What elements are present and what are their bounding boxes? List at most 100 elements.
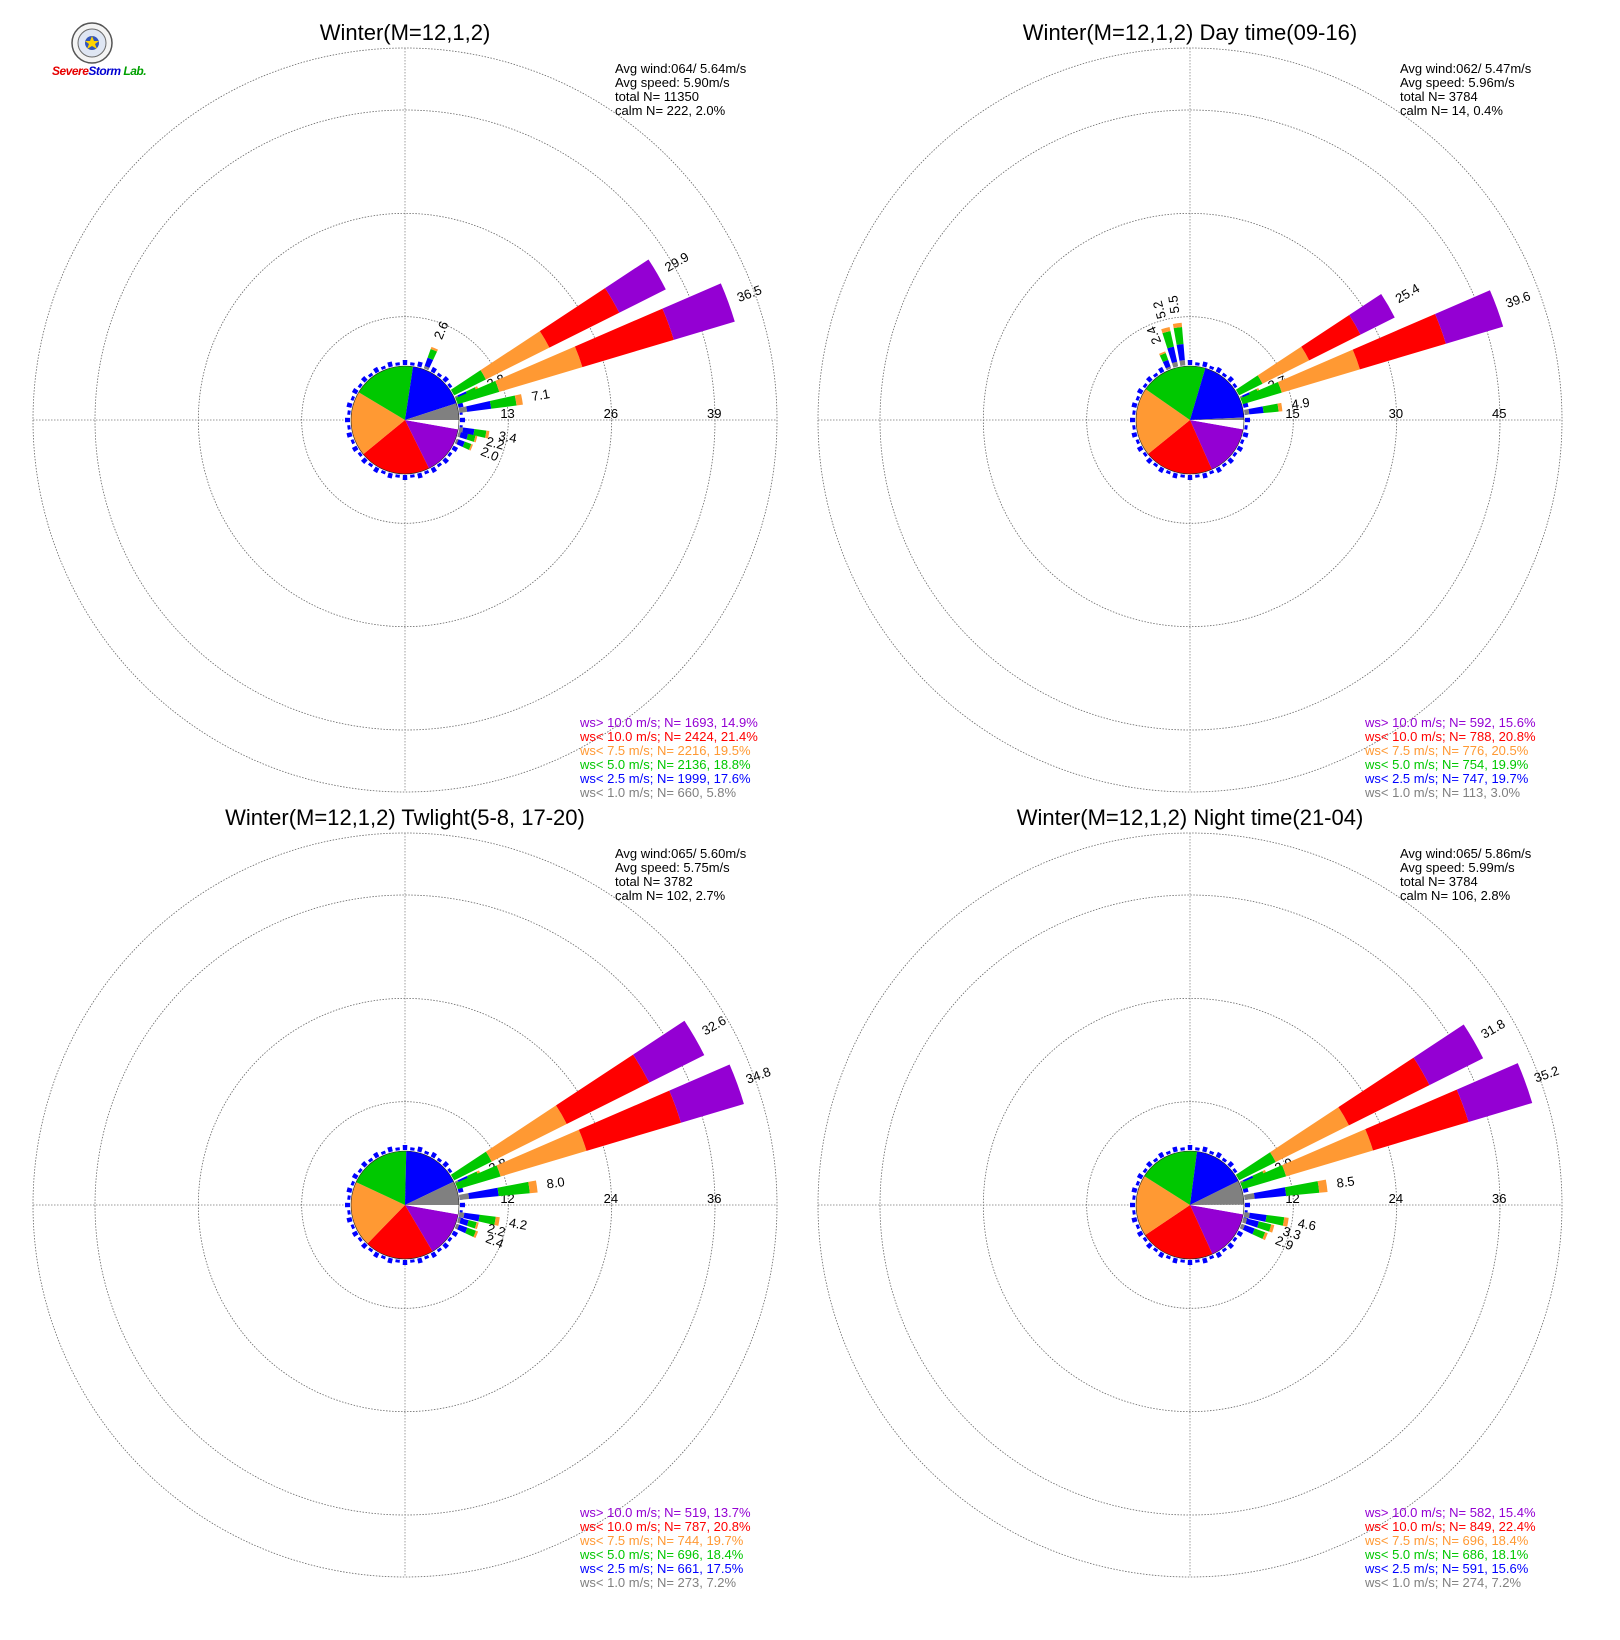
legend-entry: ws< 5.0 m/s; N= 754, 19.9%	[1364, 757, 1529, 772]
direction-bar-segment	[1301, 315, 1361, 361]
direction-bar-segment	[1338, 1057, 1430, 1126]
direction-bar-segment	[454, 1223, 460, 1230]
legend-entry: ws< 1.0 m/s; N= 274, 7.2%	[1364, 1575, 1522, 1590]
minor-direction-bar	[459, 1202, 465, 1208]
direction-bar-segment	[1435, 290, 1504, 344]
direction-bar-segment	[456, 439, 465, 447]
minor-direction-bar	[402, 360, 408, 366]
minor-direction-bar	[346, 1217, 353, 1223]
minor-direction-bar	[1165, 469, 1171, 475]
direction-bar-segment	[1172, 322, 1183, 329]
direction-bar-segment	[1239, 1223, 1245, 1230]
minor-direction-bar	[1232, 1167, 1238, 1174]
minor-direction-bar	[1130, 1202, 1136, 1208]
radial-tick-label: 45	[1492, 406, 1506, 421]
minor-direction-bar	[436, 462, 443, 468]
stats-line: Avg wind:065/ 5.60m/s	[615, 846, 747, 861]
bar-total-label: 2.4	[1143, 324, 1164, 346]
minor-direction-bar	[436, 1157, 443, 1163]
bar-total-label: 5.5	[1165, 295, 1182, 315]
radial-tick-label: 39	[707, 406, 721, 421]
minor-direction-bar	[1165, 1150, 1171, 1156]
direction-bar-segment	[1159, 353, 1169, 363]
minor-direction-bar	[1209, 469, 1215, 475]
speed-class-pie-slice	[1190, 420, 1244, 470]
minor-direction-bar	[402, 474, 408, 481]
minor-direction-bar	[373, 1251, 380, 1259]
pie-outline	[350, 365, 460, 475]
minor-direction-bar	[430, 366, 437, 374]
minor-direction-bar	[424, 469, 430, 475]
minor-direction-bar	[1232, 1236, 1238, 1243]
stats-line: total N= 11350	[615, 89, 699, 104]
stats-line: Avg wind:064/ 5.64m/s	[615, 61, 747, 76]
minor-direction-bar	[417, 472, 423, 479]
direction-bar-segment	[1277, 349, 1360, 393]
minor-direction-bar	[360, 457, 368, 465]
direction-bar-segment	[1167, 346, 1178, 363]
direction-bar-segment	[1171, 361, 1179, 368]
minor-direction-bar	[345, 1202, 351, 1208]
bar-total-label: 5.2	[1150, 299, 1169, 320]
bar-total-label: 36.5	[735, 282, 764, 305]
minor-direction-bar	[1202, 1257, 1208, 1264]
minor-direction-bar	[380, 469, 386, 475]
minor-direction-bar	[430, 1251, 437, 1259]
minor-direction-bar	[1136, 445, 1144, 452]
minor-direction-bar	[357, 382, 363, 389]
minor-direction-bar	[430, 1151, 437, 1159]
minor-direction-bar	[1242, 432, 1249, 438]
direction-bar-segment	[1244, 409, 1250, 415]
direction-bar-segment	[1240, 381, 1282, 405]
legend-entry: ws< 2.5 m/s; N= 1999, 17.6%	[579, 771, 751, 786]
minor-direction-bar	[380, 1150, 386, 1156]
direction-bar-segment	[466, 1220, 477, 1229]
speed-class-pie-slice	[1190, 1151, 1239, 1205]
minor-direction-bar	[410, 474, 415, 478]
direction-bar-segment	[466, 433, 476, 442]
minor-direction-bar	[410, 1259, 415, 1263]
minor-direction-bar	[1195, 362, 1200, 366]
bar-total-label: 32.6	[699, 1013, 728, 1039]
direction-bar-segment	[1456, 1063, 1533, 1122]
stats-line: total N= 3784	[1400, 89, 1478, 104]
minor-direction-bar	[1135, 1180, 1141, 1186]
direction-bar-segment	[1253, 1187, 1287, 1199]
minor-direction-bar	[1172, 472, 1178, 479]
minor-direction-bar	[347, 1210, 351, 1215]
minor-direction-bar	[1209, 365, 1215, 371]
minor-direction-bar	[1132, 1210, 1136, 1215]
direction-bar-segment	[450, 370, 486, 396]
minor-direction-bar	[1132, 410, 1136, 415]
direction-bar-segment	[1235, 375, 1263, 396]
speed-class-pie-slice	[1145, 1205, 1213, 1259]
minor-direction-bar	[1195, 474, 1200, 478]
direction-bar-segment	[457, 1224, 468, 1234]
direction-bar-segment	[1277, 402, 1283, 412]
minor-direction-bar	[380, 1254, 386, 1260]
minor-direction-bar	[1209, 1254, 1215, 1260]
minor-direction-bar	[1136, 1230, 1144, 1237]
direction-bar-segment	[458, 1212, 465, 1219]
legend-entry: ws< 5.0 m/s; N= 2136, 18.8%	[579, 757, 751, 772]
direction-bar-segment	[1162, 359, 1171, 369]
direction-bar-segment	[1165, 366, 1172, 371]
legend-entry: ws< 1.0 m/s; N= 113, 3.0%	[1364, 785, 1521, 800]
minor-direction-bar	[1135, 1224, 1141, 1230]
speed-class-pie-slice	[1148, 420, 1212, 475]
radial-tick-label: 36	[707, 1191, 721, 1206]
minor-direction-bar	[1136, 388, 1144, 395]
direction-bar-segment	[1240, 1165, 1287, 1190]
direction-bar-segment	[485, 430, 490, 439]
minor-direction-bar	[1136, 1173, 1144, 1180]
minor-direction-bar	[1145, 375, 1153, 383]
bar-total-label: 3.3	[1281, 1223, 1303, 1242]
minor-direction-bar	[1221, 372, 1228, 378]
chart-title: Winter(M=12,1,2) Night time(21-04)	[1017, 805, 1364, 830]
direction-bar-segment	[1282, 1129, 1373, 1177]
chart-title: Winter(M=12,1,2)	[320, 20, 491, 45]
direction-bar-segment	[1252, 1228, 1266, 1239]
direction-bar-segment	[473, 429, 487, 438]
minor-direction-bar	[1152, 1157, 1159, 1163]
minor-direction-bar	[1142, 1236, 1148, 1243]
